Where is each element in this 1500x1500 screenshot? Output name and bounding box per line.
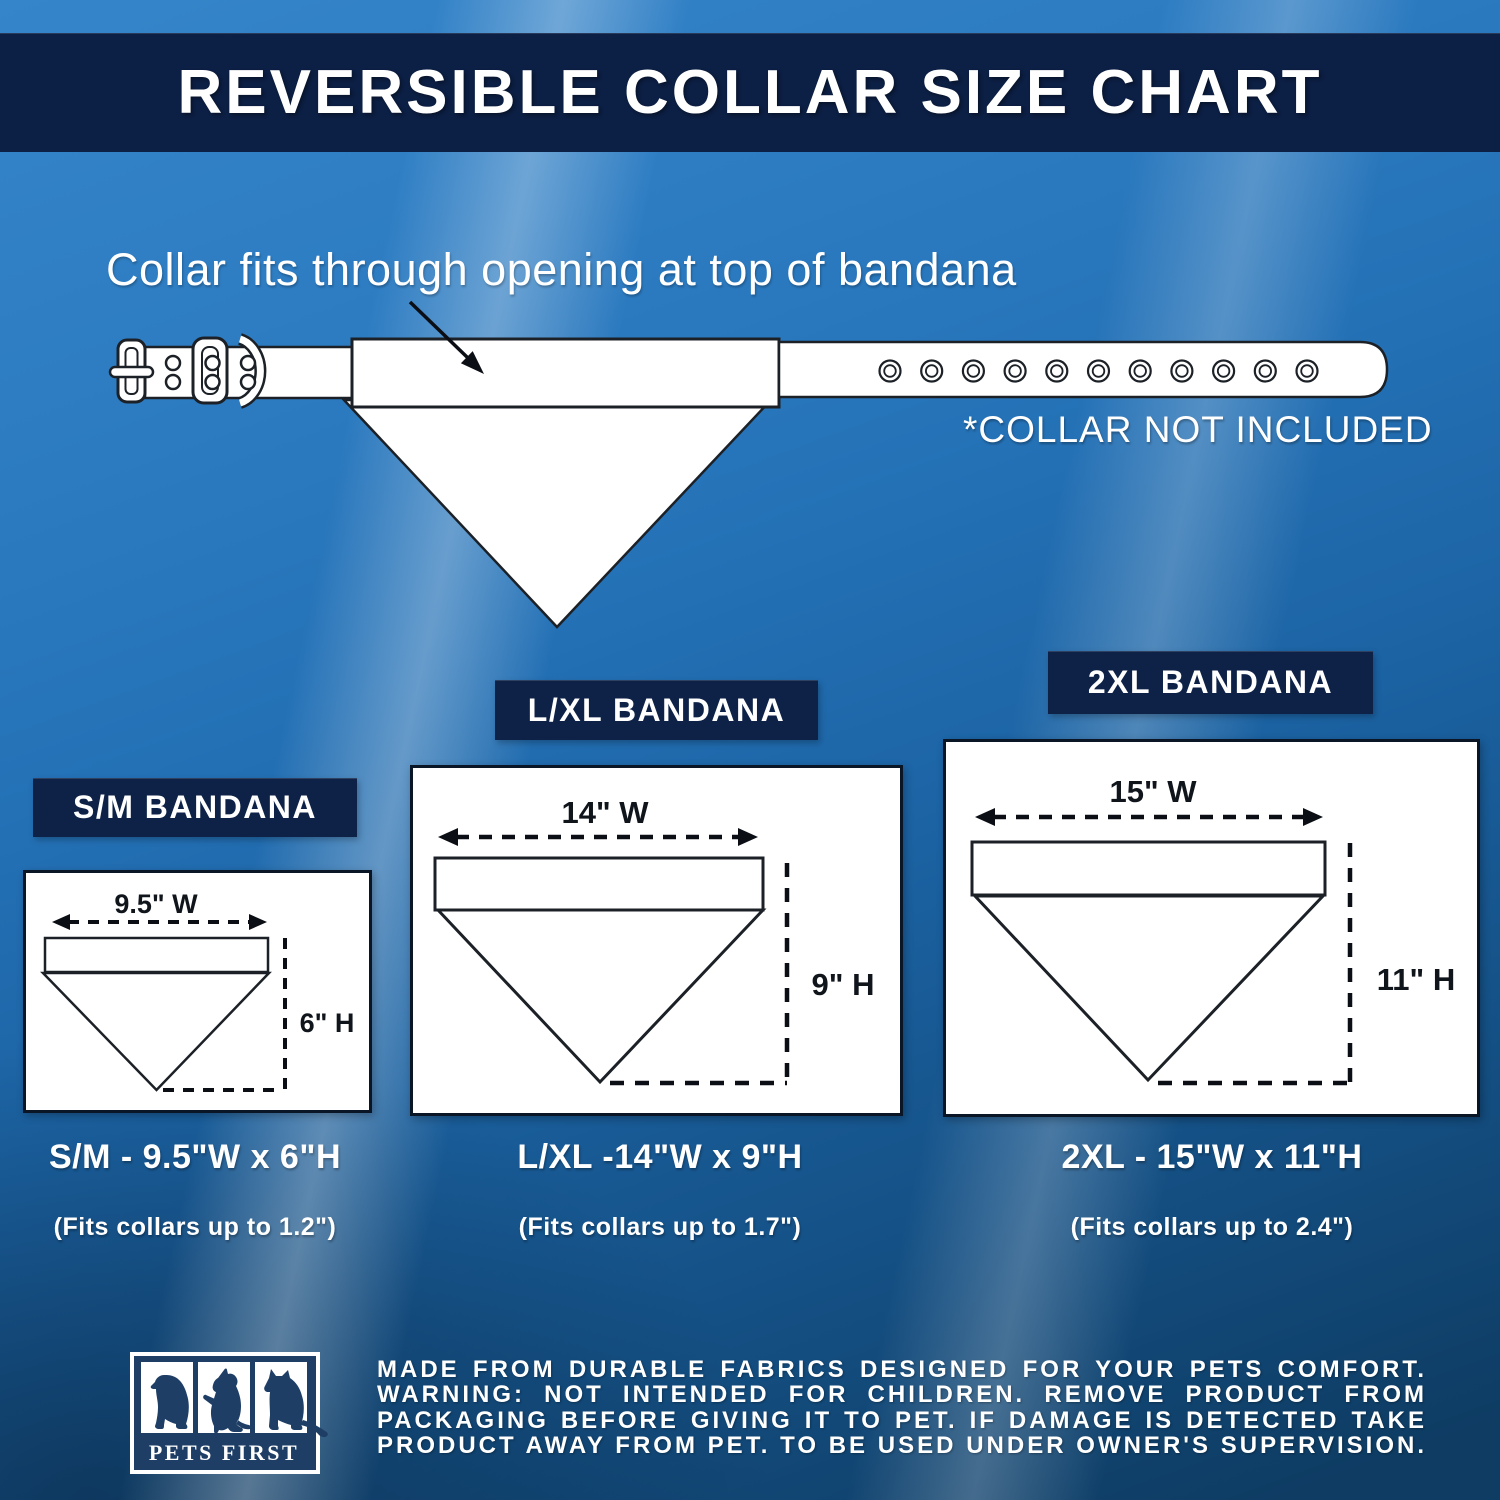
poster-title: REVERSIBLE COLLAR SIZE CHART xyxy=(177,58,1323,127)
title-banner: REVERSIBLE COLLAR SIZE CHART xyxy=(0,33,1500,152)
bandana-band xyxy=(433,856,765,912)
d-ring-icon xyxy=(237,333,267,409)
sm-diagram-box: 9.5" W 6" H xyxy=(23,870,372,1113)
height-dimension-line xyxy=(1158,843,1353,1086)
begging-dog-icon xyxy=(203,1368,252,1434)
lxl-bandana-label-text: L/XL BANDANA xyxy=(527,691,786,728)
bandana-band xyxy=(350,337,781,409)
collar-strap-right xyxy=(777,340,1389,399)
sm-fits-text: (Fits collars up to 1.2") xyxy=(53,1213,337,1241)
collar-caption: Collar fits through opening at top of ba… xyxy=(106,244,1017,295)
xxl-height-label: 11" H xyxy=(1377,962,1455,997)
collar-illustration xyxy=(108,300,1389,629)
bandana-triangle xyxy=(341,398,774,629)
height-dimension-line xyxy=(163,938,287,1092)
lxl-width-label: 14" W xyxy=(561,795,649,830)
sm-width-label: 9.5" W xyxy=(114,889,198,919)
bandana-triangle xyxy=(971,894,1327,1083)
width-dimension-arrow xyxy=(975,808,1323,826)
warning-line: MADE FROM DURABLE FABRICS DESIGNED FOR Y… xyxy=(377,1356,1427,1383)
sm-bandana-diagram: 9.5" W 6" H xyxy=(40,889,355,1092)
xxl-diagram-box: 15" W 11" H xyxy=(943,739,1480,1117)
logo-wordmark: PETS FIRST xyxy=(149,1440,299,1465)
collar-eyelets xyxy=(878,359,1319,383)
bandana-triangle xyxy=(434,908,767,1085)
pointer-arrow-icon xyxy=(408,300,484,374)
pets-first-logo: PETS FIRST xyxy=(130,1352,328,1474)
width-dimension-arrow xyxy=(438,828,758,846)
collar-holes xyxy=(204,354,221,391)
warning-line: PACKAGING BEFORE GIVING IT TO PET. IF DA… xyxy=(377,1406,1427,1434)
sm-bandana-label-text: S/M BANDANA xyxy=(72,789,318,825)
xxl-width-label: 15" W xyxy=(1109,774,1197,809)
collar-holes xyxy=(164,354,182,391)
collar-disclaimer: *COLLAR NOT INCLUDED xyxy=(963,409,1433,450)
warning-text-block: MADE FROM DURABLE FABRICS DESIGNED FOR Y… xyxy=(377,1357,1427,1459)
lxl-bandana-label: L/XL BANDANA xyxy=(495,680,818,740)
xxl-bandana-label: 2XL BANDANA xyxy=(1048,651,1373,714)
sitting-dog-icon xyxy=(150,1375,189,1429)
xxl-bandana-label-text: 2XL BANDANA xyxy=(1087,664,1334,700)
xxl-bandana-diagram: 15" W 11" H xyxy=(970,774,1455,1086)
height-dimension-line xyxy=(610,863,790,1086)
sm-bandana-label: S/M BANDANA xyxy=(33,778,357,837)
sm-height-label: 6" H xyxy=(300,1008,355,1038)
lxl-height-label: 9" H xyxy=(812,967,875,1002)
collar-holes xyxy=(239,354,257,391)
lxl-fits-text: (Fits collars up to 1.7") xyxy=(518,1213,802,1241)
buckle-icon xyxy=(108,338,155,404)
lxl-bandana-diagram: 14" W 9" H xyxy=(433,795,875,1086)
lxl-diagram-box: 14" W 9" H xyxy=(410,765,903,1116)
warning-line: PRODUCT AWAY FROM PET. TO BE USED UNDER … xyxy=(377,1432,1427,1460)
xxl-fits-text: (Fits collars up to 2.4") xyxy=(1070,1213,1354,1241)
lxl-size-text: L/XL -14"W x 9"H xyxy=(517,1138,803,1176)
xxl-size-text: 2XL - 15"W x 11"H xyxy=(1061,1138,1363,1176)
bandana-triangle xyxy=(40,971,272,1092)
width-dimension-arrow xyxy=(52,914,267,930)
bandana-band xyxy=(43,936,270,974)
sm-size-text: S/M - 9.5"W x 6"H xyxy=(48,1138,342,1176)
bandana-band xyxy=(970,840,1327,897)
warning-line: WARNING: NOT INTENDED FOR CHILDREN. REMO… xyxy=(377,1381,1427,1409)
shepherd-dog-icon xyxy=(264,1369,328,1438)
